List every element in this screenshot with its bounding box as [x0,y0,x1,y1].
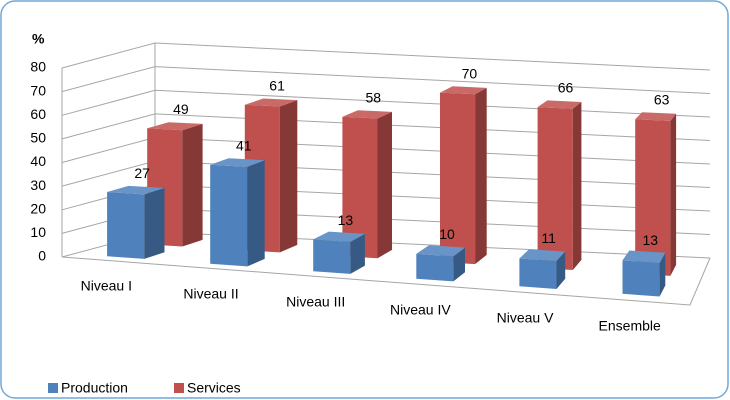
bar-top [244,98,298,107]
bar-top [313,231,365,242]
bar-top [519,249,566,261]
bar [342,110,392,259]
bar [313,231,365,274]
bar-top [440,86,487,95]
y-tick-label: 30 [30,177,46,193]
bar-side [475,87,487,265]
y-tick-label: 70 [30,82,46,98]
value-label: 63 [654,91,670,107]
bar-front [107,192,145,259]
legend-label: Production [61,380,128,396]
bar-top [416,245,465,257]
value-label: 49 [173,101,189,117]
x-tick-label: Niveau V [497,310,554,326]
x-tick-label: Niveau II [183,286,238,302]
value-label: 27 [134,165,150,181]
value-label: 41 [236,138,252,154]
y-axis-label: % [32,31,45,47]
bar-front [519,258,557,289]
bar [210,158,265,267]
bar-side [144,188,165,259]
bar [519,249,566,289]
bar-side [572,102,582,270]
bar-front [342,116,378,259]
bar [107,185,165,259]
y-tick-label: 20 [30,200,46,216]
value-label: 10 [439,226,455,242]
bar-side [279,100,298,253]
bar-side [659,252,666,297]
bar-front [210,164,248,267]
bar [440,86,487,265]
bar-front [416,253,454,282]
value-label: 70 [462,65,478,81]
y-tick-label: 60 [30,106,46,122]
x-tick-label: Niveau IV [390,302,451,318]
y-tick-label: 80 [30,59,46,75]
bar-side [556,251,566,289]
bar-front [440,92,476,265]
x-tick-label: Niveau III [286,294,345,310]
bar-top [622,250,666,263]
legend-swatch [48,383,58,393]
bar-top [635,112,677,121]
value-label: 11 [541,230,556,246]
y-tick-label: 0 [38,248,46,264]
value-label: 13 [338,212,354,228]
legend-label: Services [187,380,241,396]
legend-swatch [174,383,184,393]
value-label: 66 [558,80,574,96]
floor-edge [61,256,711,306]
bar-side [247,160,265,267]
bar [635,112,677,276]
bar [622,250,666,297]
y-tick-label: 50 [30,130,46,146]
bar-side [182,123,203,247]
x-tick-label: Ensemble [599,318,661,334]
y-tick-label: 40 [30,153,46,169]
bar-top [147,122,203,131]
bar-side [453,247,465,282]
bar-top [342,110,392,119]
bar-top [537,100,582,109]
bar-front [313,239,351,274]
bar [537,100,582,270]
bar-top [107,185,165,195]
bar-front [635,119,671,276]
bar-side [377,111,392,259]
value-label: 58 [365,89,381,105]
bar-front [537,107,573,270]
bar-top [210,158,265,167]
value-label: 13 [642,232,658,248]
bar-side [350,233,365,274]
value-label: 61 [269,77,285,93]
bar [416,245,465,282]
y-tick-label: 10 [30,224,46,240]
bar-front [622,260,660,297]
x-tick-label: Niveau I [81,278,132,294]
bar-side [670,113,677,276]
